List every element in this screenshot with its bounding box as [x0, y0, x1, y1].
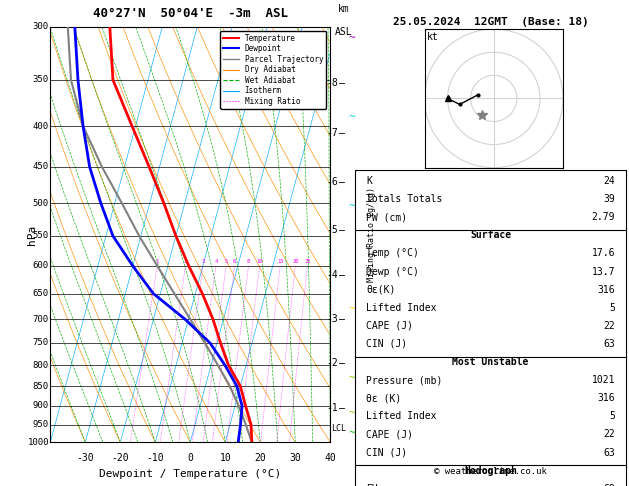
Text: Dewpoint / Temperature (°C): Dewpoint / Temperature (°C) [99, 469, 281, 479]
Text: 400: 400 [33, 122, 49, 131]
Text: -10: -10 [147, 452, 164, 463]
Text: -4: -4 [326, 270, 338, 280]
Text: -8: -8 [326, 78, 338, 88]
Text: 63: 63 [603, 339, 615, 349]
Text: Pressure (mb): Pressure (mb) [366, 375, 443, 385]
Text: Surface: Surface [470, 230, 511, 241]
Text: 5: 5 [609, 411, 615, 421]
Text: -30: -30 [77, 452, 94, 463]
Text: 10: 10 [220, 452, 231, 463]
Text: ~: ~ [348, 373, 355, 383]
Text: ~: ~ [348, 429, 355, 438]
Text: 2.79: 2.79 [591, 212, 615, 222]
Text: 69: 69 [603, 484, 615, 486]
Text: kt: kt [427, 32, 439, 42]
Text: 650: 650 [33, 289, 49, 298]
Text: 63: 63 [603, 448, 615, 457]
Text: 5: 5 [609, 303, 615, 313]
Text: -5: -5 [326, 225, 338, 235]
Text: ~: ~ [348, 112, 355, 122]
Text: © weatheronline.co.uk: © weatheronline.co.uk [434, 468, 547, 476]
Text: CIN (J): CIN (J) [366, 448, 408, 457]
Text: 3: 3 [201, 259, 204, 264]
Text: 40: 40 [325, 452, 336, 463]
Text: 40°27'N  50°04'E  -3m  ASL: 40°27'N 50°04'E -3m ASL [92, 7, 288, 20]
Text: Temp (°C): Temp (°C) [366, 248, 419, 259]
Text: 316: 316 [598, 393, 615, 403]
Text: 22: 22 [603, 321, 615, 331]
Text: ~: ~ [348, 33, 355, 43]
Text: CAPE (J): CAPE (J) [366, 321, 413, 331]
Text: 850: 850 [33, 382, 49, 391]
Text: EH: EH [366, 484, 378, 486]
Text: Lifted Index: Lifted Index [366, 411, 437, 421]
Text: Mixing Ratio (g/kg): Mixing Ratio (g/kg) [367, 187, 376, 282]
Text: PW (cm): PW (cm) [366, 212, 408, 222]
Text: -2: -2 [326, 358, 338, 368]
Text: 30: 30 [289, 452, 301, 463]
Text: Lifted Index: Lifted Index [366, 303, 437, 313]
Text: 550: 550 [33, 231, 49, 241]
Text: 700: 700 [33, 314, 49, 324]
Text: -20: -20 [111, 452, 129, 463]
Text: 300: 300 [33, 22, 49, 31]
Text: Most Unstable: Most Unstable [452, 357, 529, 367]
Text: 450: 450 [33, 162, 49, 171]
Text: 1000: 1000 [28, 438, 49, 447]
Text: -6: -6 [326, 177, 338, 188]
Text: 900: 900 [33, 401, 49, 410]
Text: K: K [366, 176, 372, 186]
Text: 17.6: 17.6 [591, 248, 615, 259]
Text: km: km [338, 4, 350, 14]
Text: -7: -7 [326, 128, 338, 138]
Text: ~: ~ [348, 408, 355, 418]
Text: 8: 8 [247, 259, 250, 264]
Text: 13.7: 13.7 [591, 267, 615, 277]
Text: CAPE (J): CAPE (J) [366, 430, 413, 439]
Text: 0: 0 [187, 452, 193, 463]
Text: Hodograph: Hodograph [464, 466, 517, 476]
Text: ~: ~ [348, 304, 355, 314]
Text: 800: 800 [33, 361, 49, 370]
Text: 2: 2 [184, 259, 187, 264]
Text: CIN (J): CIN (J) [366, 339, 408, 349]
Text: 20: 20 [292, 259, 299, 264]
Text: hPa: hPa [27, 225, 37, 244]
Text: -3: -3 [326, 314, 338, 324]
Text: -1: -1 [326, 403, 338, 413]
Text: ASL: ASL [335, 27, 353, 37]
Text: 20: 20 [254, 452, 266, 463]
Text: 4: 4 [214, 259, 218, 264]
Text: 25.05.2024  12GMT  (Base: 18): 25.05.2024 12GMT (Base: 18) [392, 17, 589, 27]
Text: 500: 500 [33, 199, 49, 208]
Text: 1: 1 [155, 259, 159, 264]
Text: 5: 5 [225, 259, 228, 264]
Bar [355, 170, 626, 486]
Text: 24: 24 [603, 176, 615, 186]
Text: 10: 10 [256, 259, 263, 264]
Text: LCL: LCL [331, 424, 347, 433]
Text: Totals Totals: Totals Totals [366, 194, 443, 204]
Text: 316: 316 [598, 285, 615, 295]
Text: 25: 25 [304, 259, 311, 264]
Text: ~: ~ [348, 202, 355, 211]
Text: 950: 950 [33, 420, 49, 429]
Legend: Temperature, Dewpoint, Parcel Trajectory, Dry Adiabat, Wet Adiabat, Isotherm, Mi: Temperature, Dewpoint, Parcel Trajectory… [220, 31, 326, 109]
Text: 39: 39 [603, 194, 615, 204]
Text: 15: 15 [277, 259, 284, 264]
Text: Dewp (°C): Dewp (°C) [366, 267, 419, 277]
Text: 750: 750 [33, 338, 49, 347]
Text: 22: 22 [603, 430, 615, 439]
Text: θε (K): θε (K) [366, 393, 401, 403]
Text: 350: 350 [33, 75, 49, 85]
Text: θε(K): θε(K) [366, 285, 396, 295]
Text: 1021: 1021 [591, 375, 615, 385]
Text: 600: 600 [33, 261, 49, 270]
Text: 6: 6 [233, 259, 237, 264]
